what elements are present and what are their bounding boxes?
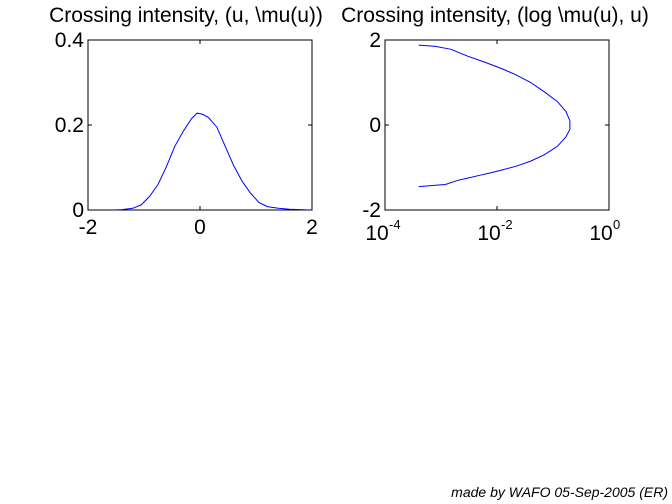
subplot-log-frame [384, 39, 610, 211]
subplot-linear-frame [87, 39, 313, 211]
subplot-log-title: Crossing intensity, (log \mu(u), u) [341, 4, 649, 27]
footer-credit: made by WAFO 05-Sep-2005 (ER) [451, 484, 668, 500]
subplot-linear-xtick-label: 2 [306, 216, 318, 239]
subplot-linear-xtick-label: 0 [194, 216, 206, 239]
subplot-linear-ytick-label: 0.4 [55, 29, 85, 52]
subplot-log-xtick-exponent: 0 [613, 217, 620, 232]
subplot-log-xtick-label: 10 [365, 222, 388, 245]
subplot-log-series-line [418, 44, 571, 188]
subplot-linear-series-line [113, 112, 310, 211]
subplot-log-ytick-label: -2 [362, 199, 381, 222]
subplot-log-xtick-label: 10 [477, 222, 500, 245]
subplot-linear-xtick-label: -2 [79, 216, 98, 239]
subplot-log-ytick-label: 0 [369, 114, 381, 137]
subplot-linear: Crossing intensity, (u, \mu(u)) -2 0 2 00.… [49, 4, 323, 239]
subplot-linear-ytick-label: 0 [72, 199, 84, 222]
subplot-linear-title: Crossing intensity, (u, \mu(u)) [49, 4, 323, 27]
subplot-log-xtick-exponent: -2 [501, 217, 513, 232]
subplot-linear-ytick-label: 0.2 [55, 114, 84, 137]
subplot-log-xtick-exponent: -4 [389, 217, 401, 232]
subplot-log: Crossing intensity, (log \mu(u), u) 10 -4… [341, 4, 649, 245]
subplot-log-ytick-label: 2 [369, 29, 381, 52]
subplot-log-xtick-label: 10 [589, 222, 612, 245]
